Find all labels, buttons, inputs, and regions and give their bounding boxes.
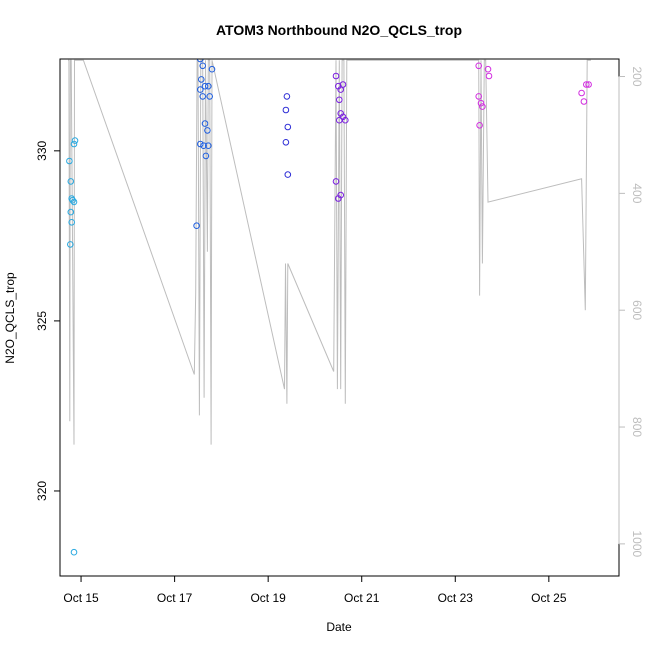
- data-point: [332, 72, 340, 80]
- data-point: [474, 46, 480, 52]
- data-point: [69, 196, 76, 204]
- data-point: [205, 142, 212, 149]
- x-tick-label: Oct 19: [250, 591, 286, 605]
- data-point: [580, 98, 588, 105]
- data-point: [201, 120, 209, 127]
- data-point: [199, 93, 206, 100]
- data-point: [67, 241, 74, 248]
- data-point: [71, 137, 79, 144]
- data-point: [282, 139, 290, 146]
- x-axis: Oct 15 Oct 17 Oct 19 Oct 21 Oct 23 Oct 25: [63, 575, 567, 605]
- data-point: [478, 34, 484, 40]
- data-points-layer: [66, 34, 592, 556]
- data-point: [583, 81, 590, 88]
- y-tick-label: 325: [35, 311, 49, 331]
- data-point: [477, 99, 485, 107]
- x-tick-label: Oct 21: [344, 591, 380, 605]
- data-point: [195, 36, 201, 42]
- data-point: [475, 62, 483, 70]
- data-point: [335, 195, 342, 202]
- data-point: [193, 222, 200, 229]
- data-point: [200, 142, 207, 149]
- data-point: [282, 106, 290, 114]
- y-tick-label: 330: [35, 141, 49, 161]
- data-point: [484, 65, 492, 73]
- x-axis-label: Date: [326, 620, 352, 634]
- chart-title: ATOM3 Northbound N2O_QCLS_trop: [216, 22, 462, 38]
- data-point: [284, 171, 292, 178]
- data-point: [201, 82, 209, 90]
- right-pressure-axis: 200 400 600 800 1000: [618, 67, 644, 558]
- data-point: [70, 548, 78, 556]
- y-axis-label: N2O_QCLS_trop: [3, 272, 17, 364]
- data-point: [208, 65, 216, 73]
- data-point: [66, 157, 73, 165]
- data-point: [67, 178, 75, 185]
- data-point: [197, 140, 204, 148]
- data-point: [585, 81, 592, 88]
- data-point: [336, 116, 343, 124]
- data-point: [68, 219, 75, 226]
- data-point: [475, 93, 483, 100]
- y2-tick-label: 1000: [630, 531, 644, 558]
- y2-tick-label: 400: [630, 183, 644, 203]
- data-point: [206, 93, 213, 100]
- data-point: [476, 36, 482, 42]
- data-point: [284, 123, 292, 131]
- data-point: [70, 198, 78, 206]
- data-point: [197, 86, 204, 93]
- data-point: [198, 76, 205, 83]
- data-point: [336, 96, 343, 104]
- pressure-line: [68, 59, 591, 445]
- data-point: [67, 208, 75, 216]
- data-point: [283, 93, 291, 100]
- y2-tick-label: 600: [630, 300, 644, 320]
- data-point: [204, 127, 211, 134]
- data-point: [474, 53, 480, 59]
- y-tick-label: 320: [35, 481, 49, 501]
- data-point: [483, 34, 489, 40]
- y2-tick-label: 800: [630, 417, 644, 437]
- data-point: [199, 62, 206, 70]
- data-point: [578, 89, 585, 97]
- data-point: [339, 81, 347, 88]
- x-tick-label: Oct 25: [531, 591, 567, 605]
- pressure-line-layer: [68, 59, 591, 445]
- data-point: [332, 178, 340, 185]
- y2-tick-label: 200: [630, 67, 644, 87]
- data-point: [485, 72, 493, 80]
- x-tick-label: Oct 17: [157, 591, 193, 605]
- data-point: [205, 82, 212, 90]
- x-tick-label: Oct 15: [63, 591, 99, 605]
- data-point: [476, 122, 483, 129]
- data-point: [70, 140, 78, 148]
- y-axis: 320 325 330: [35, 141, 61, 501]
- x-tick-label: Oct 23: [438, 591, 474, 605]
- data-point: [202, 152, 210, 160]
- data-point: [479, 103, 486, 110]
